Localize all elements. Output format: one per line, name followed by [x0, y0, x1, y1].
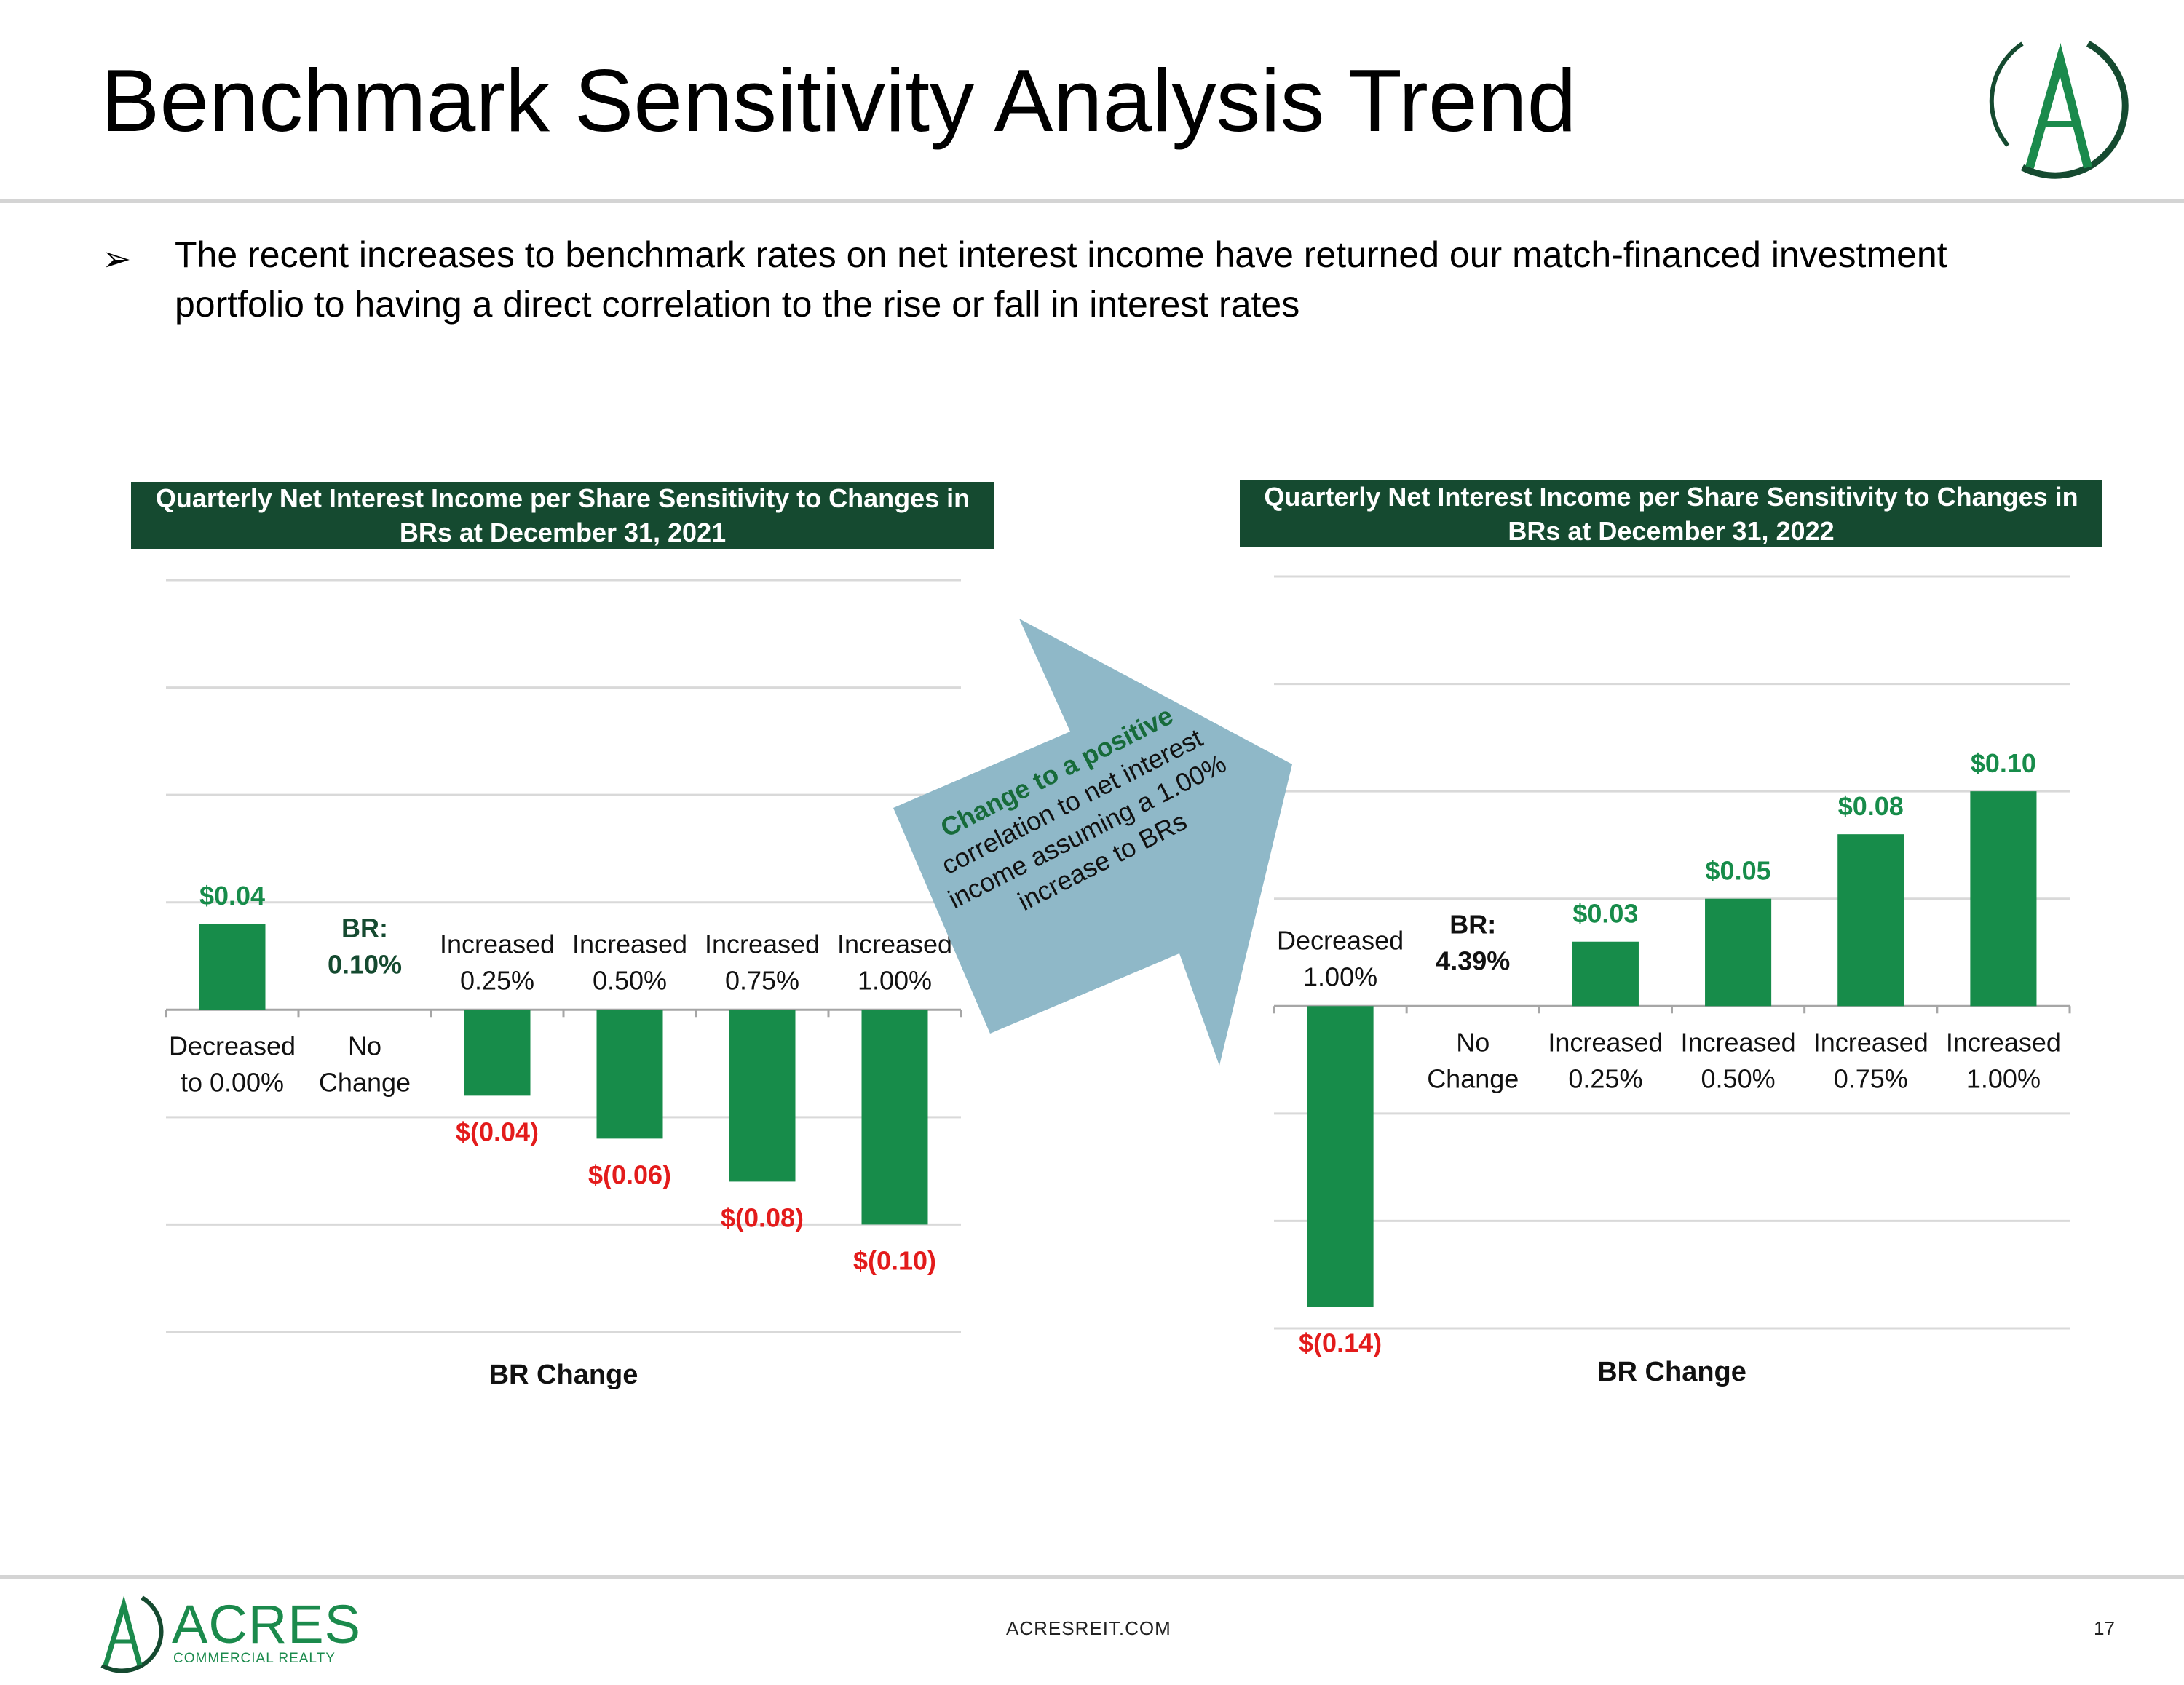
- category-label: Increased: [1813, 1027, 1928, 1057]
- footer-divider: [0, 1575, 2184, 1579]
- category-label: 0.50%: [1701, 1063, 1776, 1093]
- bar: [1970, 791, 2037, 1007]
- footer-logo-name: ACRES: [172, 1594, 361, 1654]
- x-axis-title: BR Change: [489, 1360, 638, 1390]
- page-title: Benchmark Sensitivity Analysis Trend: [100, 51, 1577, 150]
- chart-2021: Quarterly Net Interest Income per Share …: [131, 482, 997, 1399]
- x-axis-title: BR Change: [1597, 1357, 1746, 1387]
- callout-arrow-shape: [893, 619, 1292, 1066]
- category-label: 0.75%: [725, 965, 799, 995]
- category-label: Decreased: [169, 1031, 296, 1060]
- data-label: $0.10: [1971, 748, 2036, 778]
- data-label: $(0.10): [853, 1245, 936, 1275]
- chart-title-2022: Quarterly Net Interest Income per Share …: [1240, 480, 2102, 547]
- bar: [1705, 898, 1772, 1007]
- br-annotation: 4.39%: [1436, 945, 1510, 975]
- category-label: 1.00%: [1303, 962, 1377, 991]
- data-label: $0.08: [1838, 791, 1904, 821]
- data-label: $(0.04): [456, 1117, 539, 1146]
- chart-2021-plot: $0.04 Decreased to 0.00% No Change BR: 0.10% $(…: [165, 579, 962, 1390]
- page-number: 17: [2094, 1617, 2115, 1639]
- category-label: 1.00%: [1966, 1063, 2041, 1093]
- data-label: $(0.06): [588, 1159, 671, 1189]
- bar: [199, 924, 266, 1010]
- category-label: Increased: [837, 929, 952, 959]
- bar: [464, 1010, 531, 1096]
- category-label: Increased: [1946, 1027, 2061, 1057]
- chart-2022-plot: $(0.14) Decreased 1.00% No Change BR: 4.39% $0.…: [1273, 575, 2071, 1387]
- header-divider: [0, 199, 2184, 203]
- data-label: $(0.08): [721, 1202, 804, 1232]
- br-annotation: BR:: [341, 913, 388, 943]
- bar: [861, 1010, 928, 1225]
- category-label: 1.00%: [858, 965, 932, 995]
- data-label: $0.05: [1706, 856, 1771, 886]
- category-label: 0.25%: [460, 965, 534, 995]
- category-label: 0.25%: [1568, 1063, 1642, 1093]
- category-label: Increased: [1681, 1027, 1796, 1057]
- bullet-text: The recent increases to benchmark rates …: [175, 234, 1947, 325]
- category-label: Increased: [1548, 1027, 1663, 1057]
- data-label: $0.03: [1572, 899, 1638, 929]
- category-label: Increased: [572, 929, 687, 959]
- bar: [596, 1010, 663, 1139]
- footer-url[interactable]: ACRESREIT.COM: [1006, 1617, 1171, 1639]
- data-label: $(0.14): [1299, 1328, 1382, 1357]
- category-label: to 0.00%: [181, 1067, 284, 1097]
- category-label: 0.75%: [1834, 1063, 1908, 1093]
- category-label: Decreased: [1277, 925, 1404, 955]
- chart-2022: Quarterly Net Interest Income per Share …: [1240, 480, 2106, 1397]
- acres-logo-icon: [1989, 41, 2129, 179]
- br-annotation: 0.10%: [328, 949, 402, 979]
- acres-footer-logo-icon: [100, 1595, 164, 1673]
- bar: [1837, 834, 1904, 1007]
- br-annotation: BR:: [1449, 909, 1496, 939]
- footer-logo-sub: COMMERCIAL REALTY: [173, 1651, 336, 1666]
- category-label: No: [1456, 1027, 1489, 1057]
- chart-title-2021: Quarterly Net Interest Income per Share …: [131, 482, 994, 549]
- category-label: Increased: [705, 929, 820, 959]
- bar: [1307, 1006, 1374, 1307]
- category-label: Increased: [440, 929, 555, 959]
- category-label: No: [348, 1031, 381, 1060]
- arrow-bullet-icon: ➢: [102, 240, 132, 279]
- category-label: 0.50%: [593, 965, 667, 995]
- data-label: $0.04: [199, 881, 265, 911]
- bar: [729, 1010, 796, 1182]
- bar: [1572, 941, 1639, 1007]
- category-label: Change: [319, 1067, 411, 1097]
- category-label: Change: [1427, 1063, 1519, 1093]
